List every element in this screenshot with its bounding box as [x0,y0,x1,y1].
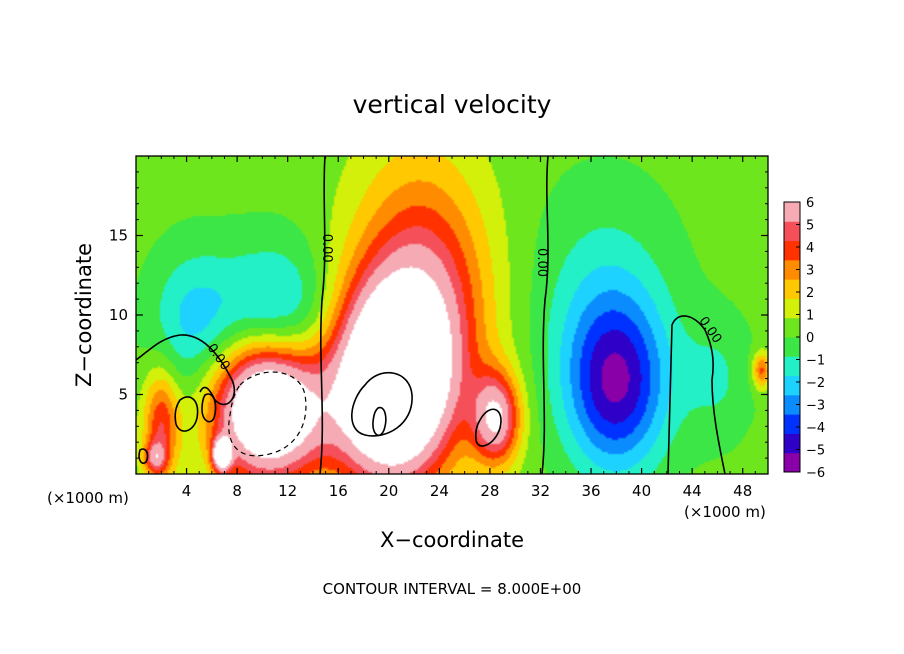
x-tick-label: 48 [733,482,752,500]
contour-line [138,448,149,465]
x-tick-label: 32 [531,482,550,500]
y-tick-label: 5 [118,386,128,404]
y-axis: 5 10 15 [109,171,768,459]
colorbar-segment [784,337,800,357]
x-unit-label-left: (×1000 m) [47,489,129,507]
x-tick-label: 8 [232,482,242,500]
y-axis-label: Z−coordinate [72,243,96,387]
contour-label-group: 0.00 [319,234,334,263]
colorbar-tick-label: −2 [806,376,825,391]
colorbar-segment [784,221,800,242]
colorbar-tick-label: −3 [806,399,825,414]
colorbar-segment [784,452,800,473]
zero-contour-lines [136,156,726,474]
x-tick-label: 24 [430,482,449,500]
colorbar-segment [784,433,800,454]
colorbar-segment [784,317,800,338]
x-tick-label: 12 [278,482,297,500]
x-tick-label: 36 [581,482,600,500]
colorbar-tick-label: 1 [806,309,814,324]
contour-label: 0.00 [319,234,334,263]
colorbar-tick-label: 6 [806,196,814,211]
x-unit-label-right: (×1000 m) [684,503,766,521]
x-axis: 4 8 12 16 20 24 28 32 36 40 44 48 [148,156,756,500]
colorbar-segment [784,240,800,261]
contour-line [201,393,217,423]
contour-label-group: 0.00 [534,248,549,277]
x-tick-label: 44 [683,482,702,500]
colorbar-segment [784,414,800,434]
x-tick-label: 4 [182,482,192,500]
contour-line [174,396,199,432]
contour-line [228,371,307,457]
colorbar-segment [784,375,800,396]
colorbar-tick-label: −4 [806,421,825,436]
colorbar-segment [784,279,800,299]
colorbar-segment [784,356,800,377]
colorbar-segment [784,202,800,222]
y-tick-label: 10 [109,306,128,324]
contour-line [372,406,387,437]
zero-contour-line [667,315,726,474]
zero-contour-line [136,334,236,406]
contour-interval-footer: CONTOUR INTERVAL = 8.000E+00 [323,580,582,598]
x-tick-label: 28 [480,482,499,500]
y-tick-label: 15 [109,227,128,245]
x-tick-label: 20 [379,482,398,500]
zero-contour-line [541,156,549,474]
heatmap-image [136,156,768,474]
colorbar-tick-label: −5 [806,444,825,459]
colorbar-tick-label: −1 [806,354,825,369]
zero-contour-line [319,156,326,474]
x-axis-label: X−coordinate [380,528,524,552]
colorbar: 6 5 4 3 2 1 0 −1 −2 −3 −4 −5 −6 [783,196,825,481]
colorbar-segment [784,298,800,319]
colorbar-tick-label: 2 [806,286,814,301]
colorbar-tick-label: 0 [806,331,814,346]
colorbar-tick-label: 4 [806,241,814,256]
contour-line [474,408,502,447]
chart-title: vertical velocity [353,90,552,119]
x-tick-label: 16 [329,482,348,500]
colorbar-tick-label: −6 [806,466,825,481]
colorbar-tick-label: 3 [806,264,814,279]
colorbar-segment [784,259,800,280]
colorbar-segment [784,394,800,415]
x-tick-label: 40 [632,482,651,500]
contour-line [351,371,413,437]
contour-label: 0.00 [534,248,549,277]
colorbar-tick-label: 5 [806,219,814,234]
heatmap-field [136,156,768,474]
